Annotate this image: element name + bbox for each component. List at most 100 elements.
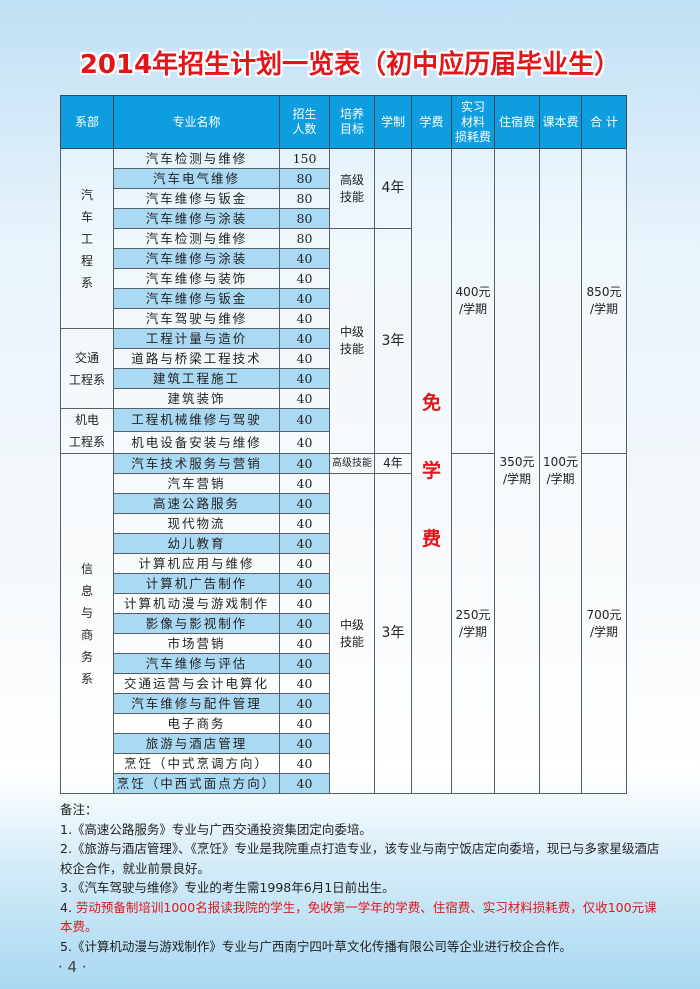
major-name: 汽车检测与维修 xyxy=(113,228,280,249)
major-name: 汽车维修与涂装 xyxy=(113,208,280,229)
note-item-3: 3.《汽车驾驶与维修》专业的考生需1998年6月1日前出生。 xyxy=(60,880,395,895)
major-name: 汽车维修与评估 xyxy=(113,653,280,674)
major-name: 汽车技术服务与营销 xyxy=(113,453,280,474)
header-cell-1: 专业名称 xyxy=(113,95,280,149)
major-name: 汽车维修与涂装 xyxy=(113,248,280,269)
table-row: 汽车维修与涂装 40 xyxy=(61,248,627,269)
table-row: 计算机广告制作 40 xyxy=(61,573,627,594)
table-row: 汽车维修与评估 40 xyxy=(61,653,627,674)
table-row: 机电设备安装与维修 40 xyxy=(61,430,627,454)
header-cell-8: 课本费 xyxy=(539,95,582,149)
major-name: 高速公路服务 xyxy=(113,493,280,514)
enrollment-count: 40 xyxy=(279,453,330,474)
table-row: 汽车工程系汽车检测与维修 150 高级 技能 4年免学费 400元/学期 350元/学期 10… xyxy=(60,148,627,794)
table-row: 计算机应用与维修 40 xyxy=(61,553,627,574)
table-row: 交通运营与会计电算化 40 xyxy=(61,673,627,694)
header-cell-9: 合 计 xyxy=(581,95,627,149)
enrollment-count: 150 xyxy=(279,148,330,169)
major-name: 机电设备安装与维修 xyxy=(113,430,280,454)
table-row: 汽车电气维修 80 xyxy=(61,168,627,189)
enrollment-count: 40 xyxy=(279,430,330,454)
note-item-2: 2.《旅游与酒店管理》、《烹饪》专业是我院重点打造专业，该专业与南宁饭店定向委培… xyxy=(60,841,660,876)
enrollment-count: 40 xyxy=(279,513,330,534)
header-cell-3: 培养 目标 xyxy=(329,95,375,149)
major-name: 建筑工程施工 xyxy=(113,368,280,389)
major-name: 汽车维修与装饰 xyxy=(113,268,280,289)
department-cell: 信息与商务系 xyxy=(60,453,114,794)
major-name: 市场营销 xyxy=(113,633,280,654)
table-row: 建筑工程施工 40 xyxy=(61,368,627,389)
enrollment-count: 40 xyxy=(279,753,330,774)
table-row: 汽车维修与涂装 80 xyxy=(61,208,627,229)
enrollment-count: 40 xyxy=(279,268,330,289)
enrollment-count: 40 xyxy=(279,533,330,554)
table-row: 计算机动漫与游戏制作 40 xyxy=(61,593,627,614)
major-name: 电子商务 xyxy=(113,713,280,734)
major-name: 烹饪（中西式面点方向） xyxy=(113,773,280,794)
page-number: · 4 · xyxy=(58,958,87,976)
table-row: 机电 工程系 工程机械维修与驾驶 40 xyxy=(60,408,627,454)
note-item-5: 5.《计算机动漫与游戏制作》专业与广西南宁四叶草文化传播有限公司等企业进行校企合… xyxy=(60,938,572,954)
table-row: 汽车维修与装饰 40 xyxy=(61,268,627,289)
table-row: 交通 工程系 工程计量与造价 40 xyxy=(60,328,627,409)
total-fee: 850元/学期 xyxy=(581,148,627,454)
major-name: 计算机应用与维修 xyxy=(113,553,280,574)
enrollment-count: 40 xyxy=(279,388,330,409)
major-name: 工程计量与造价 xyxy=(113,328,280,349)
header-cell-0: 系部 xyxy=(60,95,114,149)
major-name: 汽车维修与钣金 xyxy=(113,188,280,209)
table-row: 烹饪（中西式面点方向） 40 xyxy=(61,773,627,794)
study-years: 4年 xyxy=(374,148,412,229)
header-cell-5: 学费 xyxy=(411,95,452,149)
enrollment-count: 80 xyxy=(279,208,330,229)
note-item-4: 4. 劳动预备制培训1000名报读我院的学生，免收第一学年的学费、住宿费、实习材… xyxy=(60,898,660,937)
header-cell-4: 学制 xyxy=(374,95,412,149)
enrollment-count: 80 xyxy=(279,188,330,209)
training-goal: 高级技能 xyxy=(329,148,375,229)
major-name: 影像与影视制作 xyxy=(113,613,280,634)
enrollment-count: 40 xyxy=(279,733,330,754)
major-name: 工程机械维修与驾驶 xyxy=(113,408,280,432)
table-row: 汽车检测与维修 80 中级 技能 3年 xyxy=(61,228,627,454)
major-name: 计算机广告制作 xyxy=(113,573,280,594)
table-row: 汽车维修与配件管理 40 xyxy=(61,693,627,714)
training-goal: 高级技能 xyxy=(329,453,375,474)
major-name: 烹饪（中式烹调方向） xyxy=(113,753,280,774)
total-fee: 700元/学期 xyxy=(581,453,627,794)
table-row: 道路与桥梁工程技术 40 xyxy=(61,348,627,369)
table-row: 现代物流 40 xyxy=(61,513,627,534)
training-goal: 中级 技能 xyxy=(329,228,375,454)
enrollment-count: 40 xyxy=(279,713,330,734)
materials-fee: 400元/学期 xyxy=(451,148,495,454)
table-row: 信息与商务系汽车技术服务与营销 40 高级技能 4年 250元/学期 700元/学期 xyxy=(60,453,627,794)
table-row: 汽车营销 40 中级 技能 3年 xyxy=(61,473,627,794)
study-years: 3年 xyxy=(374,228,412,454)
page-title: 2014年招生计划一览表（初中应历届毕业生） xyxy=(79,50,621,80)
enrollment-count: 40 xyxy=(279,573,330,594)
materials-fee: 250元/学期 xyxy=(451,453,495,794)
major-name: 旅游与酒店管理 xyxy=(113,733,280,754)
enrollment-count: 40 xyxy=(279,308,330,329)
table-row: 电子商务 40 xyxy=(61,713,627,734)
major-name: 汽车维修与钣金 xyxy=(113,288,280,309)
header-cell-2: 招生 人数 xyxy=(279,95,330,149)
enrollment-count: 40 xyxy=(279,633,330,654)
study-years: 3年 xyxy=(374,473,412,794)
tuition-cell: 免学费 xyxy=(411,148,452,794)
enrollment-count: 40 xyxy=(279,593,330,614)
dorm-fee: 350元/学期 xyxy=(494,148,540,794)
enrollment-count: 40 xyxy=(279,288,330,309)
table-row: 旅游与酒店管理 40 xyxy=(61,733,627,754)
table-row: 汽车驾驶与维修 40 xyxy=(61,308,627,329)
major-name: 现代物流 xyxy=(113,513,280,534)
major-name: 汽车驾驶与维修 xyxy=(113,308,280,329)
enrollment-count: 40 xyxy=(279,693,330,714)
enrollment-count: 40 xyxy=(279,673,330,694)
department-cell: 交通 工程系 xyxy=(60,328,114,409)
header-cell-7: 住宿费 xyxy=(494,95,540,149)
major-name: 计算机动漫与游戏制作 xyxy=(113,593,280,614)
enrollment-plan-table: 系部 专业名称 招生 人数 培养 目标 学制 学费 实习 材料 损耗费 住宿费 课本费合 计 汽车工程系… xyxy=(60,95,627,794)
notes-heading: 备注： xyxy=(60,802,98,817)
enrollment-count: 40 xyxy=(279,653,330,674)
major-name: 汽车检测与维修 xyxy=(113,148,280,169)
